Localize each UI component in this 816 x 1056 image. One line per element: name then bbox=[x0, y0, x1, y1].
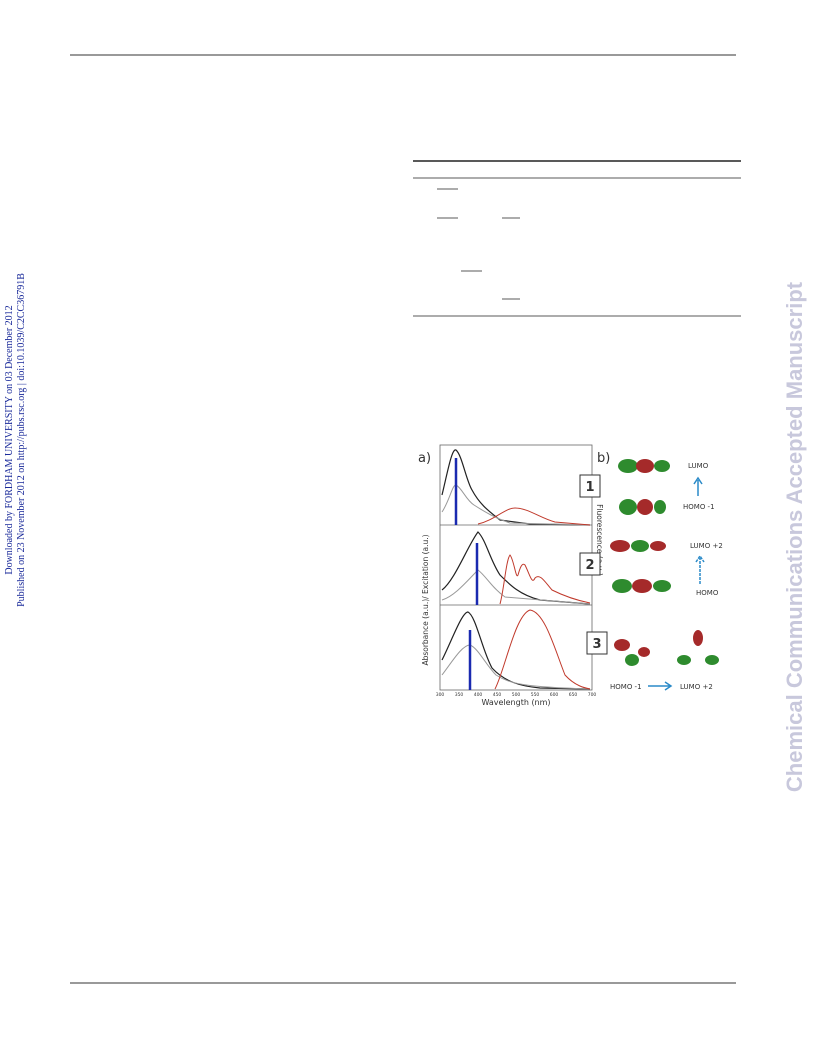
x-tick-label: 400 bbox=[474, 692, 483, 698]
sidebar-download: Downloaded by FORDHAM UNIVERSITY on 03 D… bbox=[4, 305, 15, 574]
compound-1: 1 LUMO HOMO -1 bbox=[579, 459, 715, 515]
compound-2: 2 LUMO +2 HOMO bbox=[579, 540, 723, 597]
excitation-curve bbox=[441, 644, 591, 690]
sidebar-published: Published on 23 November 2012 on http://… bbox=[16, 273, 27, 607]
x-axis-label: Wavelength (nm) bbox=[481, 698, 550, 707]
table bbox=[413, 160, 741, 317]
compound-3: 3 HOMO -1 LUMO +2 bbox=[586, 630, 719, 691]
fluorescence-curve bbox=[499, 554, 591, 605]
compound-number: 2 bbox=[585, 558, 594, 573]
orbital-label: LUMO bbox=[688, 462, 709, 470]
arrow bbox=[648, 681, 673, 691]
orbital bbox=[618, 459, 670, 473]
watermark: Chemical Communications Accepted Manuscr… bbox=[782, 281, 807, 792]
x-tick-label: 700 bbox=[588, 692, 597, 698]
x-tick-label: 650 bbox=[569, 692, 578, 698]
y-axis-label: Absorbance (a.u.)/ Excitation (a.u.) bbox=[421, 534, 430, 665]
figure: a) 300 350 400 450 500 550 600 650 700 Wavelengt… bbox=[418, 444, 723, 707]
orbital-label: HOMO -1 bbox=[683, 503, 715, 511]
x-tick-label: 500 bbox=[512, 692, 521, 698]
number-box bbox=[579, 474, 601, 498]
excitation-curve bbox=[441, 569, 591, 605]
fluorescence-curve bbox=[494, 609, 591, 690]
number-box bbox=[579, 552, 601, 576]
orbital bbox=[614, 639, 650, 666]
x-ticks: 300 350 400 450 500 550 600 650 700 bbox=[436, 692, 597, 698]
orbital bbox=[610, 540, 666, 552]
panel-b-label: b) bbox=[597, 451, 610, 466]
number-box bbox=[586, 631, 608, 655]
orbital-label: HOMO bbox=[696, 589, 719, 597]
absorbance-curve bbox=[441, 531, 591, 605]
plot-frame bbox=[439, 444, 593, 691]
fluorescence-curve bbox=[477, 507, 591, 526]
y2-axis-label: Fluorescence (a.u.) bbox=[595, 504, 604, 576]
compound-number: 3 bbox=[592, 637, 601, 652]
x-tick-label: 600 bbox=[550, 692, 559, 698]
arrow bbox=[695, 554, 705, 584]
orbital bbox=[677, 630, 719, 665]
orbital-label: LUMO +2 bbox=[680, 683, 713, 691]
orbital bbox=[619, 499, 666, 515]
orbital-label: HOMO -1 bbox=[610, 683, 642, 691]
orbital bbox=[612, 579, 671, 593]
panel-a-label: a) bbox=[418, 451, 431, 466]
x-tick-label: 450 bbox=[493, 692, 502, 698]
x-tick-label: 550 bbox=[531, 692, 540, 698]
arrow bbox=[693, 476, 703, 496]
compound-number: 1 bbox=[585, 480, 594, 495]
orbital-label: LUMO +2 bbox=[690, 542, 723, 550]
x-tick-label: 300 bbox=[436, 692, 445, 698]
x-tick-label: 350 bbox=[455, 692, 464, 698]
absorbance-curve bbox=[441, 449, 591, 526]
excitation-curve bbox=[441, 484, 591, 526]
